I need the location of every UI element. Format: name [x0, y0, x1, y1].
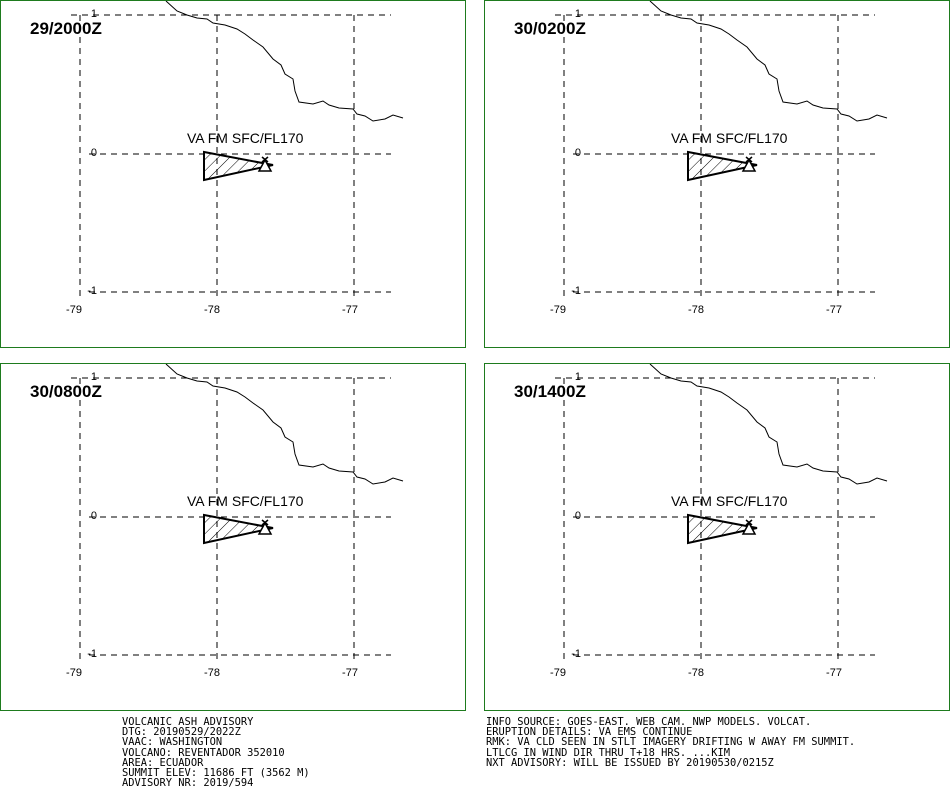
- ash-cloud-label: VA FM SFC/FL170: [671, 493, 788, 509]
- eruption-marker-icon: [261, 519, 269, 526]
- longitude-tick-label: -79: [66, 667, 82, 679]
- longitude-tick-label: -77: [826, 304, 842, 316]
- advisory-left-line: VOLCANO: REVENTADOR 352010: [122, 746, 285, 759]
- advisory-right-line: NXT ADVISORY: WILL BE ISSUED BY 20190530…: [486, 756, 774, 769]
- coastline: [165, 364, 404, 485]
- ash-cloud-polygon: [203, 513, 274, 545]
- valid-time-label: 30/0800Z: [30, 382, 102, 401]
- longitude-tick-label: -78: [688, 304, 704, 316]
- advisory-left-line: DTG: 20190529/2022Z: [122, 726, 241, 739]
- advisory-left-line: VAAC: WASHINGTON: [122, 736, 223, 749]
- latitude-tick-label: 0: [90, 147, 97, 159]
- volcano-triangle-icon: [741, 521, 757, 535]
- latitude-tick-label: 0: [574, 147, 581, 159]
- valid-time-label: 30/0200Z: [514, 19, 586, 38]
- volcano-triangle-icon: [257, 521, 273, 535]
- ash-cloud-label: VA FM SFC/FL170: [187, 493, 304, 509]
- latitude-tick-label: -1: [571, 648, 581, 660]
- ash-cloud-label: VA FM SFC/FL170: [187, 130, 304, 146]
- latitude-tick-label: 1: [90, 8, 97, 20]
- advisory-right-line: RMK: VA CLD SEEN IN STLT IMAGERY DRIFTIN…: [486, 736, 856, 749]
- latitude-tick-label: 0: [90, 510, 97, 522]
- ash-cloud-polygon: [203, 150, 274, 182]
- map-canvas: [555, 364, 888, 662]
- coastline: [165, 1, 404, 122]
- ash-cloud-label: VA FM SFC/FL170: [671, 130, 788, 146]
- coastline: [649, 364, 888, 485]
- map-panel-4: 30/1400Z VA FM SFC/FL170 1 0 -1 -79 -78 -77: [484, 363, 950, 711]
- latitude-tick-label: -1: [87, 285, 97, 297]
- latitude-tick-label: 1: [574, 371, 581, 383]
- longitude-tick-label: -79: [66, 304, 82, 316]
- longitude-tick-label: -78: [204, 667, 220, 679]
- eruption-marker-icon: [745, 519, 753, 526]
- advisory-left-line: ADVISORY NR: 2019/594: [122, 777, 254, 790]
- map-panel-2: 30/0200Z VA FM SFC/FL170 1 0 -1 -79 -78 -77: [484, 0, 950, 348]
- advisory-right-line: ERUPTION DETAILS: VA EMS CONTINUE: [486, 726, 693, 739]
- advisory-right-line: LTLCG IN WIND DIR THRU T+18 HRS. ...KIM: [486, 746, 730, 759]
- longitude-tick-label: -79: [550, 667, 566, 679]
- coastline: [649, 1, 888, 122]
- map-panel-1: 29/2000Z VA FM SFC/FL170 1 0 -1 -79 -78 -77: [0, 0, 466, 348]
- volcano-triangle-icon: [257, 158, 273, 172]
- map-canvas: [71, 1, 404, 299]
- advisory-right-line: INFO SOURCE: GOES-EAST. WEB CAM. NWP MOD…: [486, 716, 812, 728]
- latitude-tick-label: -1: [87, 648, 97, 660]
- latitude-tick-label: -1: [571, 285, 581, 297]
- latitude-tick-label: 0: [574, 510, 581, 522]
- map-canvas: [71, 364, 404, 662]
- eruption-marker-icon: [745, 156, 753, 163]
- advisory-left-line: AREA: ECUADOR: [122, 756, 204, 769]
- latitude-tick-label: 1: [574, 8, 581, 20]
- map-panel-3: 30/0800Z VA FM SFC/FL170 1 0 -1 -79 -78 -77: [0, 363, 466, 711]
- advisory-info-left: VOLCANIC ASH ADVISORY DTG: 20190529/2022Z…: [122, 716, 310, 790]
- latitude-tick-label: 1: [90, 371, 97, 383]
- longitude-tick-label: -79: [550, 304, 566, 316]
- advisory-left-line: VOLCANIC ASH ADVISORY: [122, 716, 254, 728]
- longitude-tick-label: -77: [342, 304, 358, 316]
- ash-cloud-polygon: [687, 513, 758, 545]
- eruption-marker-icon: [261, 156, 269, 163]
- longitude-tick-label: -78: [688, 667, 704, 679]
- longitude-tick-label: -78: [204, 304, 220, 316]
- valid-time-label: 30/1400Z: [514, 382, 586, 401]
- valid-time-label: 29/2000Z: [30, 19, 102, 38]
- map-canvas: [555, 1, 888, 299]
- advisory-info-right: INFO SOURCE: GOES-EAST. WEB CAM. NWP MOD…: [486, 717, 855, 768]
- advisory-left-line: SUMMIT ELEV: 11686 FT (3562 M): [122, 766, 310, 779]
- ash-cloud-polygon: [687, 150, 758, 182]
- longitude-tick-label: -77: [342, 667, 358, 679]
- longitude-tick-label: -77: [826, 667, 842, 679]
- volcano-triangle-icon: [741, 158, 757, 172]
